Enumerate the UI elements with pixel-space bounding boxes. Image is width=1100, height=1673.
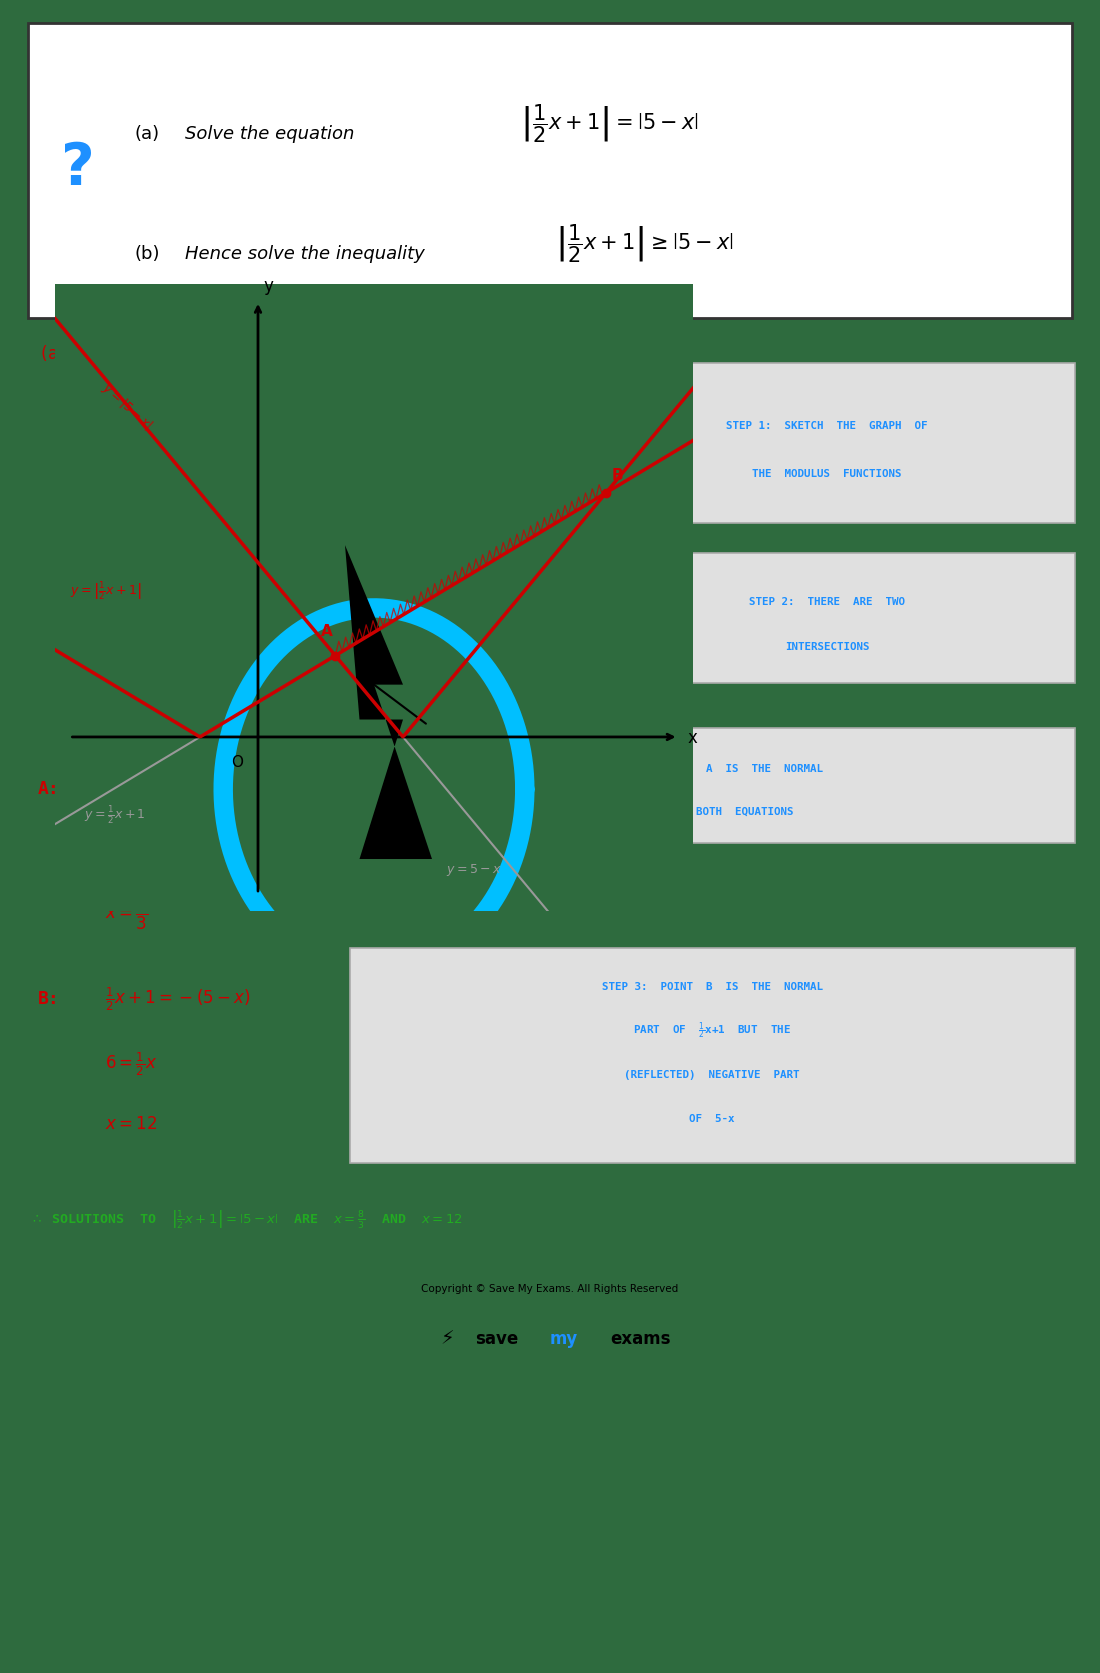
Text: OF  5-x: OF 5-x	[690, 1113, 735, 1123]
FancyBboxPatch shape	[350, 949, 1075, 1163]
Text: STEP 3:  POINT  B  IS  THE  NORMAL: STEP 3: POINT B IS THE NORMAL	[602, 982, 823, 992]
Text: B:: B:	[39, 989, 59, 1007]
Text: ?: ?	[62, 141, 95, 197]
Text: $x=\dfrac{8}{3}$: $x=\dfrac{8}{3}$	[104, 895, 148, 932]
Text: PART  OF  $\frac{1}{2}$x+1  BUT  THE: PART OF $\frac{1}{2}$x+1 BUT THE	[632, 1021, 791, 1041]
Text: B: B	[612, 468, 624, 483]
Text: (a): (a)	[135, 125, 161, 142]
Text: (REFLECTED)  NEGATIVE  PART: (REFLECTED) NEGATIVE PART	[625, 1069, 800, 1079]
Text: (b): (b)	[135, 244, 161, 263]
Text: $x=12$: $x=12$	[104, 1114, 157, 1133]
Text: INTERSECTIONS: INTERSECTIONS	[784, 642, 869, 651]
Text: save: save	[475, 1330, 518, 1347]
Text: ⚡: ⚡	[440, 1328, 454, 1348]
Polygon shape	[345, 545, 432, 860]
Text: $6=\frac{1}{2}x$: $6=\frac{1}{2}x$	[104, 1049, 157, 1077]
Text: my: my	[550, 1330, 579, 1347]
Text: $y=|5-x|$: $y=|5-x|$	[99, 380, 156, 433]
Text: STEP 3:  POINT  A  IS  THE  NORMAL: STEP 3: POINT A IS THE NORMAL	[602, 763, 823, 773]
Text: STEP 1:  SKETCH  THE  GRAPH  OF: STEP 1: SKETCH THE GRAPH OF	[726, 420, 927, 430]
Text: Hence solve the inequality: Hence solve the inequality	[185, 244, 425, 263]
Text: $\frac{1}{2}x+1=-(5-x)$: $\frac{1}{2}x+1=-(5-x)$	[104, 985, 251, 1012]
Text: exams: exams	[610, 1330, 671, 1347]
Text: PART  OF  BOTH  EQUATIONS: PART OF BOTH EQUATIONS	[630, 806, 793, 816]
Text: THE  MODULUS  FUNCTIONS: THE MODULUS FUNCTIONS	[752, 468, 902, 478]
Text: $\left|\dfrac{1}{2}x + 1\right| = \left|5 - x\right|$: $\left|\dfrac{1}{2}x + 1\right| = \left|…	[520, 102, 698, 146]
Text: $\therefore$ SOLUTIONS  TO  $\left|\frac{1}{2}x+1\right|=\left|5-x\right|$  ARE : $\therefore$ SOLUTIONS TO $\left|\frac{1…	[30, 1208, 463, 1230]
FancyBboxPatch shape	[580, 363, 1075, 524]
Text: $\left|\dfrac{1}{2}x + 1\right| \geq \left|5 - x\right|$: $\left|\dfrac{1}{2}x + 1\right| \geq \le…	[556, 223, 734, 264]
FancyBboxPatch shape	[580, 554, 1075, 684]
FancyBboxPatch shape	[28, 23, 1072, 320]
Text: Solve the equation: Solve the equation	[185, 125, 354, 142]
Text: $y=5-x$: $y=5-x$	[447, 862, 503, 878]
Text: Copyright © Save My Exams. All Rights Reserved: Copyright © Save My Exams. All Rights Re…	[421, 1283, 679, 1293]
Text: y: y	[264, 276, 274, 294]
Text: STEP 2:  THERE  ARE  TWO: STEP 2: THERE ARE TWO	[749, 597, 905, 607]
Text: x: x	[688, 728, 697, 746]
Text: $\frac{3}{2}x=4$: $\frac{3}{2}x=4$	[104, 840, 156, 867]
FancyBboxPatch shape	[350, 728, 1075, 843]
Text: $y=\left|\frac{1}{2}x+1\right|$: $y=\left|\frac{1}{2}x+1\right|$	[69, 581, 141, 602]
Text: A:: A:	[39, 780, 59, 798]
Text: O: O	[231, 755, 243, 770]
Text: $y=\frac{1}{2}x+1$: $y=\frac{1}{2}x+1$	[84, 803, 145, 825]
Text: A: A	[321, 624, 332, 639]
Text: (a): (a)	[39, 345, 68, 363]
Text: $\frac{1}{2}x+1=5-x$: $\frac{1}{2}x+1=5-x$	[104, 775, 219, 803]
